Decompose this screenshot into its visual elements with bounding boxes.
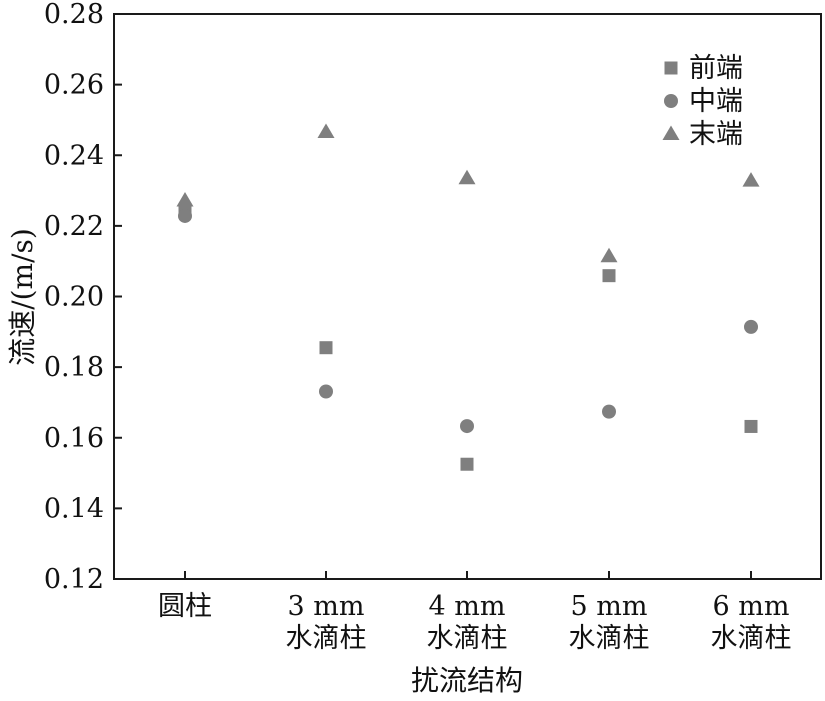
data-points [176,123,760,471]
legend-label: 前端 [689,53,743,84]
data-point-triangle [176,191,194,207]
data-point-square [744,419,758,433]
y-axis: 0.12 0.14 0.16 0.18 0.20 0.22 0.24 0.26 0.28 [44,0,122,595]
data-point-triangle [317,123,335,138]
y-axis-title: 流速/(m/s) [6,228,39,366]
x-tick-label: 4 mm [429,591,506,622]
y-tick-label: 0.18 [44,352,104,383]
x-tick-label: 6 mm [713,591,790,622]
x-tick-label: 3 mm [288,591,365,622]
y-tick-label: 0.28 [44,0,104,30]
data-point-triangle [458,169,476,185]
data-point-square [460,457,474,471]
x-tick-label: 圆柱 [158,591,212,622]
x-tick-label-line2: 水滴柱 [711,623,792,654]
data-point-circle [744,319,758,334]
x-tick-label-line2: 水滴柱 [569,623,650,654]
y-tick-label: 0.12 [44,564,104,595]
data-point-circle [319,384,333,399]
x-tick-label-line2: 水滴柱 [427,623,508,654]
legend-label: 中端 [689,86,743,117]
legend-marker-circle [664,94,678,108]
x-tick-label: 5 mm [571,591,648,622]
data-point-triangle [600,247,618,263]
legend-label: 末端 [689,119,743,150]
data-point-triangle [742,172,760,187]
data-point-square [602,269,616,283]
legend-marker-square [664,61,678,75]
legend-marker-triangle [662,125,680,140]
x-tick-label-line2: 水滴柱 [286,623,367,654]
y-tick-label: 0.20 [44,282,104,313]
x-axis-title: 扰流结构 [411,664,523,697]
y-tick-label: 0.22 [44,211,104,242]
data-point-circle [460,419,474,434]
y-tick-label: 0.16 [44,423,104,454]
y-tick-label: 0.26 [44,70,104,101]
y-tick-label: 0.14 [44,493,104,524]
y-tick-label: 0.24 [44,140,104,171]
data-point-square [319,341,333,355]
data-point-circle [178,208,192,223]
data-point-circle [602,404,616,419]
